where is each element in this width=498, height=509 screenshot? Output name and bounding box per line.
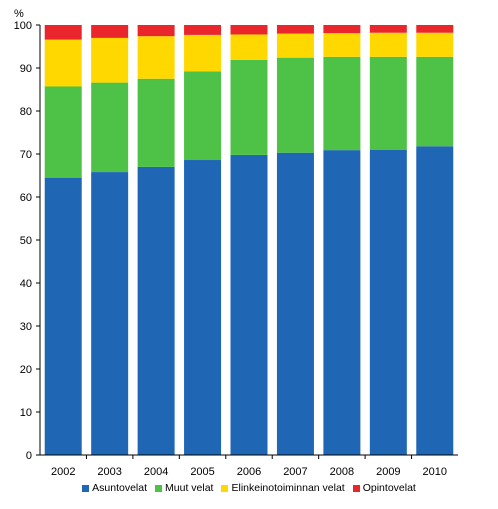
- x-tick-label: 2003: [97, 466, 121, 478]
- bar-segment: [91, 25, 129, 38]
- bar-segment: [137, 78, 175, 167]
- x-tick-label: 2004: [144, 466, 168, 478]
- bar-segment: [416, 25, 454, 33]
- y-tick-label: 70: [20, 149, 32, 161]
- y-axis-unit-label: %: [14, 8, 24, 20]
- legend-item: Asuntovelat: [82, 482, 147, 494]
- x-tick-label: 2007: [283, 466, 307, 478]
- y-tick-label: 50: [20, 235, 32, 247]
- bar-segment: [230, 154, 268, 456]
- y-tick-label: 60: [20, 192, 32, 204]
- legend-swatch: [352, 484, 360, 492]
- bar-segment: [276, 57, 314, 153]
- y-tick-label: 100: [14, 20, 32, 32]
- x-tick-label: 2006: [237, 466, 261, 478]
- bars-group: [44, 25, 454, 456]
- bar-segment: [44, 86, 82, 178]
- legend-item: Opintovelat: [352, 482, 416, 494]
- legend: Asuntovelat Muut velat Elinkeinotoiminnan …: [0, 482, 498, 495]
- y-tick-label: 0: [26, 450, 32, 462]
- x-ticks-group: 2002 2003 2004 2005 2006 2007 2008 2009 2010: [51, 455, 447, 478]
- bar-segment: [323, 33, 361, 57]
- bar-segment: [137, 25, 175, 37]
- bar-segment: [91, 172, 129, 455]
- bar-segment: [184, 34, 222, 72]
- legend-label: Opintovelat: [362, 482, 416, 494]
- legend-item: Elinkeinotoiminnan velat: [221, 482, 345, 494]
- bar-segment: [44, 25, 82, 40]
- legend-swatch: [221, 484, 229, 492]
- x-tick-label: 2005: [190, 466, 214, 478]
- bar-segment: [91, 37, 129, 83]
- legend-swatch: [82, 484, 90, 492]
- y-tick-label: 30: [20, 321, 32, 333]
- legend-label: Asuntovelat: [92, 482, 148, 494]
- bar-segment: [44, 39, 82, 87]
- y-ticks-group: 0 10 20 30 40 50 60 70 80 90 100: [14, 20, 40, 462]
- bar-segment: [276, 25, 314, 34]
- bar-segment: [91, 82, 129, 173]
- y-tick-label: 20: [20, 364, 32, 376]
- y-tick-label: 80: [20, 106, 32, 118]
- bar-segment: [369, 32, 407, 57]
- bar-segment: [184, 71, 222, 161]
- bar-segment: [184, 25, 222, 35]
- legend-label: Elinkeinotoiminnan velat: [231, 482, 345, 494]
- bar-segment: [369, 56, 407, 150]
- bar-segment: [230, 59, 268, 155]
- y-tick-label: 10: [20, 407, 32, 419]
- bar-segment: [416, 32, 454, 57]
- bar-segment: [184, 160, 222, 455]
- bar-segment: [323, 25, 361, 34]
- x-tick-label: 2010: [423, 466, 447, 478]
- x-tick-label: 2009: [376, 466, 400, 478]
- bar-segment: [323, 150, 361, 455]
- bar-segment: [137, 166, 175, 455]
- legend-item: Muut velat: [155, 482, 213, 494]
- bar-segment: [416, 56, 454, 147]
- legend-label: Muut velat: [165, 482, 214, 494]
- x-tick-label: 2002: [51, 466, 75, 478]
- bar-segment: [369, 25, 407, 33]
- bar-segment: [369, 149, 407, 455]
- bar-segment: [276, 33, 314, 58]
- y-tick-label: 90: [20, 63, 32, 75]
- bar-segment: [230, 25, 268, 35]
- bar-segment: [276, 152, 314, 455]
- legend-swatch: [155, 484, 163, 492]
- bar-segment: [323, 56, 361, 151]
- bar-segment: [44, 177, 82, 455]
- bar-segment: [416, 146, 454, 455]
- y-tick-label: 40: [20, 278, 32, 290]
- x-tick-label: 2008: [330, 466, 354, 478]
- bar-segment: [137, 36, 175, 79]
- bar-segment: [230, 34, 268, 60]
